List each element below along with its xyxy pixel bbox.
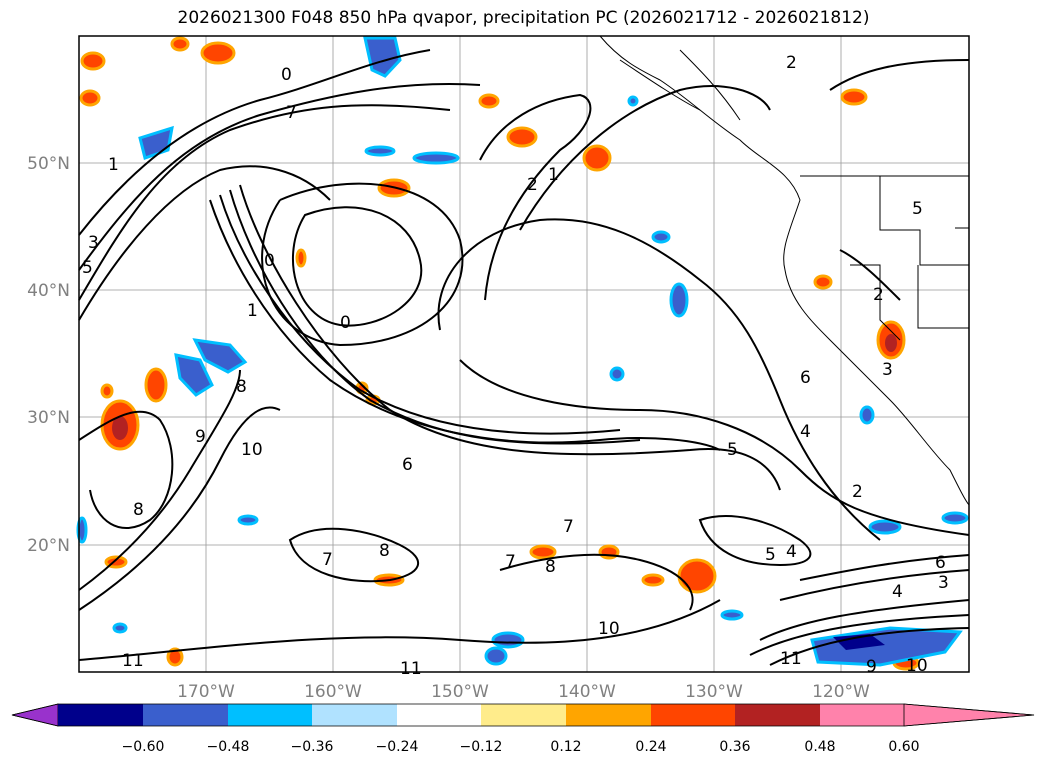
contour-label-4: 4 [800, 422, 811, 442]
contour-label-3b: 3 [938, 573, 949, 593]
contour-label-7: 7 [286, 103, 297, 123]
contour-label-0b: 0 [264, 251, 275, 271]
contour-label-6b: 6 [935, 553, 946, 573]
contour-label-0c: 0 [281, 65, 292, 85]
contour-label-5b: 5 [82, 258, 93, 278]
latitude-labels: 50°N 40°N 30°N 20°N [27, 154, 70, 556]
colorbar-extend-high [903, 703, 1035, 727]
contour-label-3: 3 [88, 233, 99, 253]
colorbar: −0.60 −0.48 −0.36 −0.24 −0.12 0.12 0.24 … [11, 703, 1035, 755]
lat-label-30n: 30°N [27, 408, 70, 428]
colorbar-bin [481, 704, 566, 726]
colorbar-bin [143, 704, 228, 726]
contour-label-4b: 4 [892, 582, 903, 602]
lat-label-40n: 40°N [27, 281, 70, 301]
colorbar-bin [228, 704, 312, 726]
lon-label-120w: 120°W [812, 682, 870, 702]
lon-label-170w: 170°W [177, 682, 235, 702]
qvapor-contours [78, 49, 970, 666]
contour-label-7d: 7 [505, 552, 516, 572]
longitude-labels: 170°W 160°W 150°W 140°W 130°W 120°W [177, 682, 870, 702]
colorbar-tick: 0.12 [550, 739, 581, 755]
contour-label-4c: 4 [786, 542, 797, 562]
colorbar-bin [651, 704, 735, 726]
colorbar-tick-labels: −0.60 −0.48 −0.36 −0.24 −0.12 0.12 0.24 … [122, 739, 920, 755]
contour-label-8: 8 [236, 377, 247, 397]
lon-label-130w: 130°W [685, 682, 743, 702]
contour-label-2c: 2 [852, 482, 863, 502]
contour-label-9b: 9 [866, 657, 877, 677]
contour-label-8b: 8 [133, 500, 144, 520]
lon-label-150w: 150°W [431, 682, 489, 702]
contour-label-0: 0 [340, 313, 351, 333]
contour-label-6: 6 [402, 455, 413, 475]
colorbar-tick: −0.12 [460, 739, 503, 755]
contour-label-1: 1 [108, 155, 119, 175]
map-title: 2026021300 F048 850 hPa qvapor, precipit… [177, 8, 870, 28]
colorbar-bin [58, 704, 143, 726]
contour-label-2: 2 [527, 175, 538, 195]
contour-label-11: 11 [122, 651, 144, 671]
precip-negative-areas [76, 36, 969, 667]
precip-positive-areas [79, 36, 920, 671]
contour-label-10: 10 [241, 440, 263, 460]
contour-label-2d: 2 [786, 53, 797, 73]
contour-label-11c: 11 [400, 659, 422, 679]
contour-label-9: 9 [195, 427, 206, 447]
contour-label-5c: 5 [912, 199, 923, 219]
contour-label-8d: 8 [379, 541, 390, 561]
contour-label-6c: 6 [800, 368, 811, 388]
colorbar-tick: 0.36 [719, 739, 750, 755]
contour-label-2b: 2 [873, 285, 884, 305]
colorbar-tick: −0.36 [291, 739, 334, 755]
contour-label-1c: 1 [247, 301, 258, 321]
colorbar-bin [312, 704, 397, 726]
colorbar-bin [566, 704, 651, 726]
contour-label-10b: 10 [598, 619, 620, 639]
colorbar-bin [735, 704, 820, 726]
contour-label-7b: 7 [563, 517, 574, 537]
contour-labels: 0 0 0 1 1 1 2 2 2 2 3 3 3 4 4 4 5 5 5 5 … [82, 53, 949, 679]
contour-label-5: 5 [727, 440, 738, 460]
contour-label-1b: 1 [548, 165, 559, 185]
colorbar-tick: 0.48 [804, 739, 835, 755]
colorbar-tick: −0.60 [122, 739, 165, 755]
colorbar-tick: −0.48 [207, 739, 250, 755]
colorbar-tick: 0.24 [635, 739, 666, 755]
contour-label-11b: 11 [780, 649, 802, 669]
lon-label-160w: 160°W [304, 682, 362, 702]
colorbar-bin [397, 704, 481, 726]
contour-label-3c: 3 [882, 360, 893, 380]
lat-label-20n: 20°N [27, 536, 70, 556]
colorbar-tick: 0.60 [888, 739, 919, 755]
coastlines [599, 35, 970, 506]
map-frame [78, 35, 970, 673]
lon-label-140w: 140°W [558, 682, 616, 702]
colorbar-tick: −0.24 [376, 739, 419, 755]
colorbar-extend-low [11, 703, 59, 727]
contour-label-7c: 7 [322, 550, 333, 570]
lat-label-50n: 50°N [27, 154, 70, 174]
contour-label-8c: 8 [545, 557, 556, 577]
contour-label-5d: 5 [765, 545, 776, 565]
colorbar-bin [820, 704, 904, 726]
contour-label-10c: 10 [906, 656, 928, 676]
